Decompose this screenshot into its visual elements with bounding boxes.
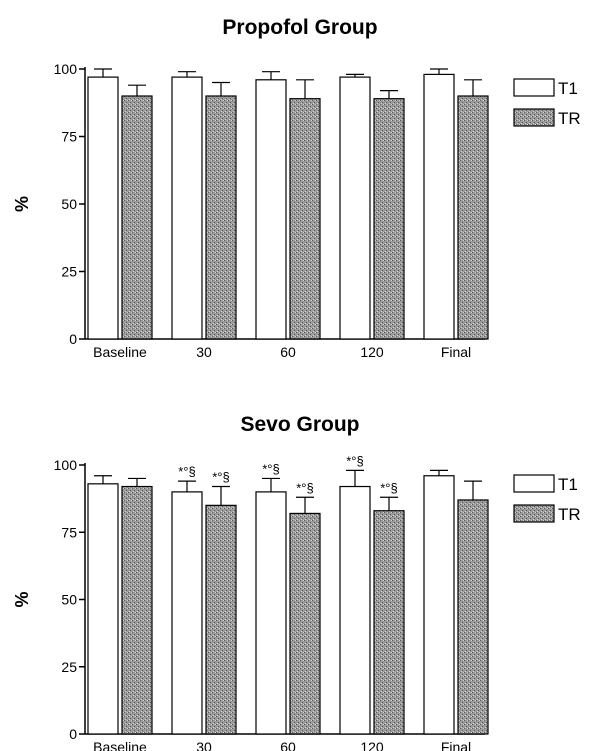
- x-tick-label: 60: [280, 739, 296, 751]
- bar-tr-60: [289, 512, 321, 735]
- x-tick-label: 60: [280, 344, 296, 360]
- bar-t1-baseline: [87, 76, 119, 340]
- x-tick-label: 30: [196, 739, 212, 751]
- y-tick-label: 100: [54, 61, 78, 77]
- y-tick-label: 50: [61, 196, 77, 212]
- y-axis-label: %: [12, 591, 32, 607]
- legend-label-tr: TR: [558, 109, 581, 128]
- bar-tr-60: [289, 98, 321, 340]
- significance-annotation: *°§: [178, 464, 196, 479]
- y-axis-label: %: [12, 196, 32, 212]
- y-tick-label: 75: [61, 524, 77, 540]
- bar-tr-120: [373, 510, 405, 735]
- legend-swatch-t1: [513, 78, 555, 97]
- legend-label-tr: TR: [558, 505, 581, 524]
- bar-tr-final: [457, 95, 489, 340]
- bar-tr-30: [205, 95, 237, 340]
- significance-annotation: *°§: [346, 453, 364, 468]
- bar-t1-120: [339, 485, 371, 735]
- bar-t1-final: [423, 475, 455, 735]
- legend-swatch-tr: [513, 504, 555, 523]
- x-tick-label: Baseline: [93, 344, 147, 360]
- legend-label-t1: T1: [558, 475, 578, 494]
- x-tick-label: Baseline: [93, 739, 147, 751]
- legend-swatch-tr: [513, 108, 555, 127]
- chart-panel-1: Sevo Group% 0 25 50 75 100 *°§ *°§ *°§ *°§ *°§ *°§ B…: [12, 413, 581, 751]
- significance-annotation: *°§: [296, 480, 314, 495]
- significance-annotation: *°§: [212, 470, 230, 485]
- legend-label-t1: T1: [558, 79, 578, 98]
- y-tick-label: 25: [61, 659, 77, 675]
- bar-t1-30: [171, 491, 203, 735]
- x-tick-label: 120: [360, 739, 384, 751]
- significance-annotation: *°§: [262, 461, 280, 476]
- bar-t1-60: [255, 491, 287, 735]
- significance-annotation: *°§: [380, 480, 398, 495]
- bar-t1-baseline: [87, 483, 119, 735]
- y-tick-label: 100: [54, 457, 78, 473]
- bar-tr-120: [373, 98, 405, 340]
- bar-tr-baseline: [121, 485, 153, 735]
- x-tick-label: Final: [441, 739, 471, 751]
- chart-title: Sevo Group: [240, 413, 359, 436]
- y-tick-label: 25: [61, 264, 77, 280]
- bar-t1-120: [339, 76, 371, 340]
- x-tick-label: 30: [196, 344, 212, 360]
- y-tick-label: 0: [69, 726, 77, 742]
- chart-panel-0: Propofol Group% 0 25 50 75 100 Baseline 30 60 120…: [12, 16, 581, 360]
- legend-swatch-t1: [513, 474, 555, 493]
- y-tick-label: 0: [69, 331, 77, 347]
- x-tick-label: 120: [360, 344, 384, 360]
- y-tick-label: 75: [61, 129, 77, 145]
- bar-t1-30: [171, 76, 203, 340]
- y-tick-label: 50: [61, 592, 77, 608]
- bar-t1-final: [423, 73, 455, 340]
- bar-tr-30: [205, 504, 237, 735]
- bar-t1-60: [255, 79, 287, 340]
- chart-title: Propofol Group: [222, 16, 377, 39]
- bar-tr-baseline: [121, 95, 153, 340]
- x-tick-label: Final: [441, 344, 471, 360]
- bar-tr-final: [457, 499, 489, 735]
